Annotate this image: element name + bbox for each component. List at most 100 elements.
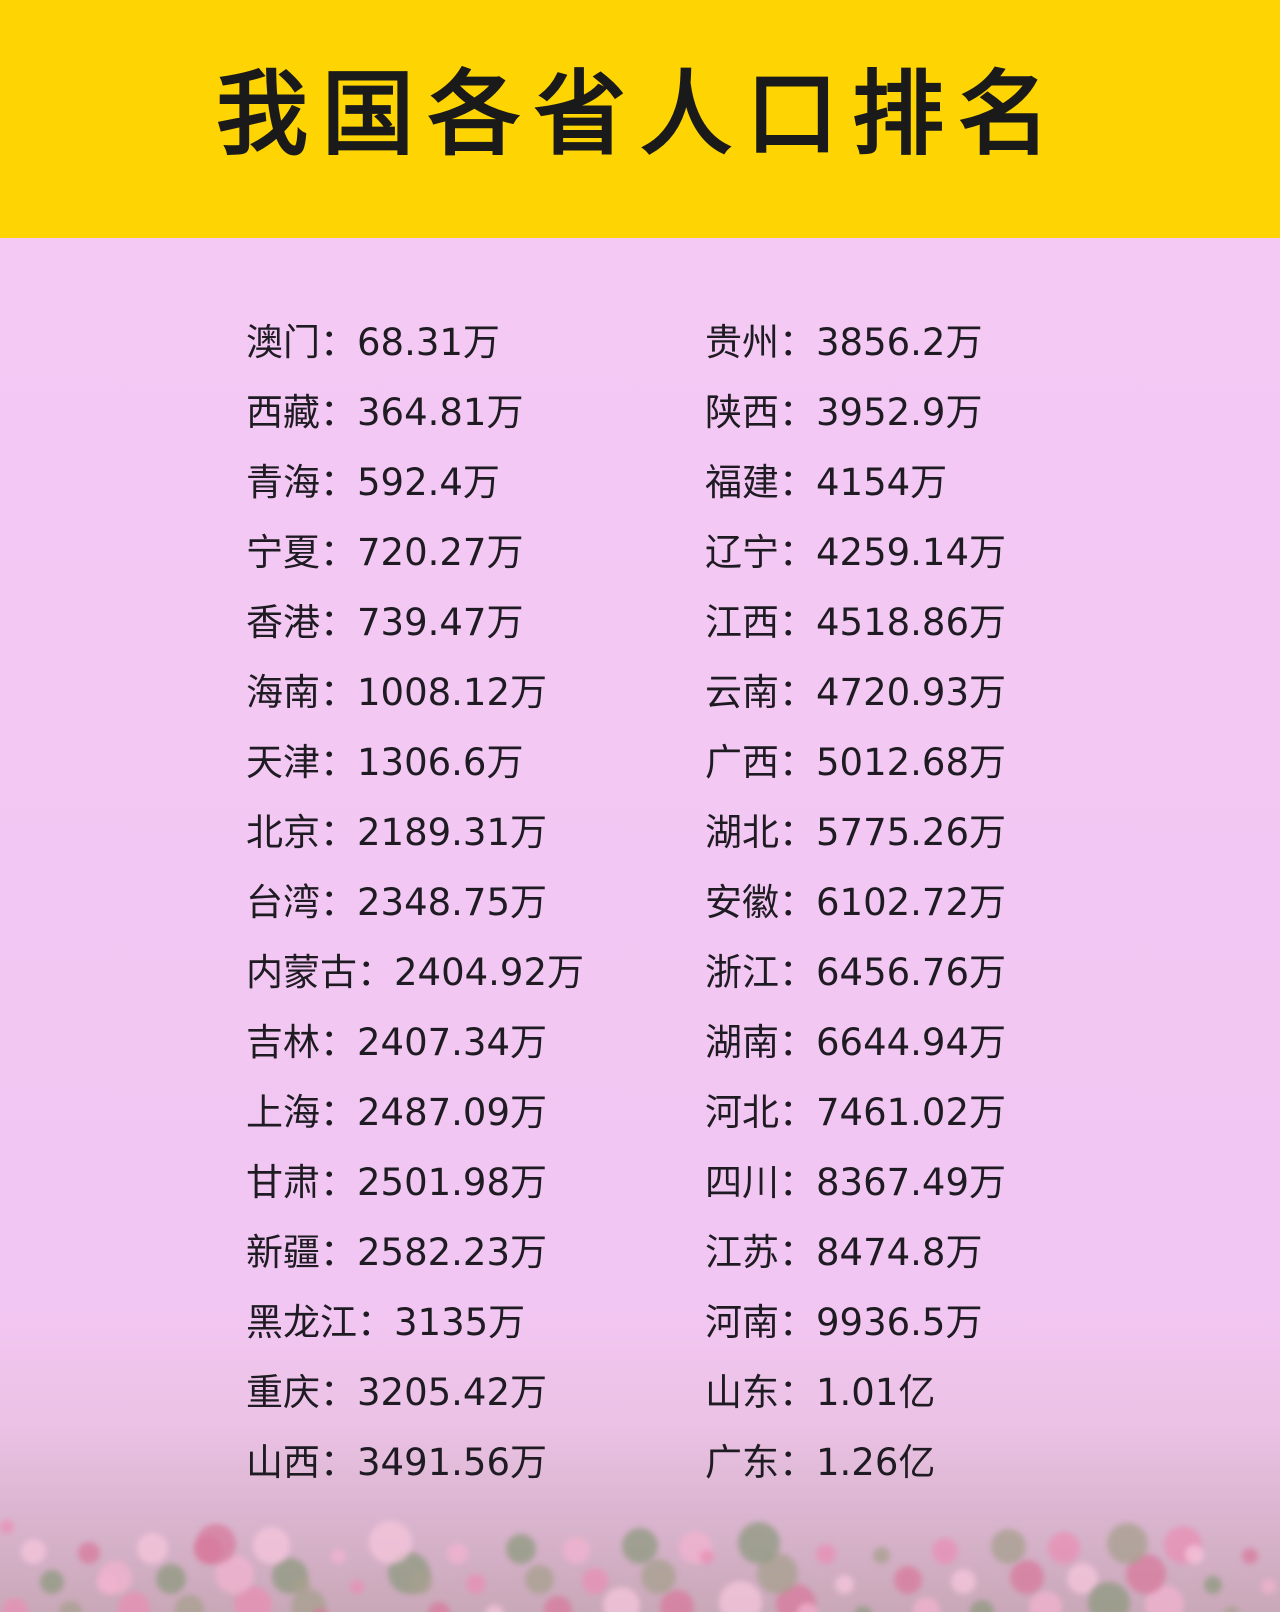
lotus-flower (466, 1574, 486, 1594)
lotus-flower (873, 1547, 890, 1564)
population-row: 四川：8367.49万 (705, 1158, 1006, 1228)
population-value: 720.27万 (357, 531, 524, 574)
lotus-flower (641, 1559, 676, 1594)
lotus-flower (525, 1565, 554, 1594)
separator: ： (320, 1021, 357, 1064)
lotus-flower (78, 1542, 100, 1564)
lotus-flower (40, 1570, 64, 1594)
population-row: 内蒙古：2404.92万 (246, 948, 584, 1018)
population-row: 甘肃：2501.98万 (246, 1158, 584, 1228)
lotus-flower (156, 1564, 186, 1594)
population-value: 4154万 (816, 461, 948, 504)
lotus-flower (816, 1544, 836, 1564)
population-row: 北京：2189.31万 (246, 808, 584, 878)
province-name: 天津 (246, 741, 320, 784)
population-value: 5012.68万 (816, 741, 1007, 784)
population-value: 3491.56万 (357, 1441, 548, 1484)
lotus-flower (137, 1533, 168, 1564)
separator: ： (320, 1161, 357, 1204)
lotus-flower (350, 1580, 364, 1594)
population-row: 贵州：3856.2万 (705, 318, 1006, 388)
lotus-flower (603, 1587, 640, 1612)
lotus-flower (991, 1529, 1026, 1564)
population-value: 6102.72万 (816, 881, 1007, 924)
population-row: 陕西：3952.9万 (705, 388, 1006, 458)
lotus-flower (447, 1543, 468, 1564)
province-name: 海南 (246, 671, 320, 714)
province-name: 云南 (705, 671, 779, 714)
lotus-flower (428, 1602, 450, 1612)
province-name: 甘肃 (246, 1161, 320, 1204)
province-name: 上海 (246, 1091, 320, 1134)
province-name: 香港 (246, 601, 320, 644)
lotus-flower (1223, 1607, 1240, 1612)
lotus-flower (932, 1538, 958, 1564)
population-row: 湖北：5775.26万 (705, 808, 1006, 878)
population-value: 5775.26万 (816, 811, 1007, 854)
separator: ： (779, 1091, 816, 1134)
population-value: 9936.5万 (816, 1301, 983, 1344)
separator: ： (779, 951, 816, 994)
lotus-flower (291, 1589, 326, 1612)
lotus-flower (700, 1550, 714, 1564)
separator: ： (357, 1301, 394, 1344)
separator: ： (320, 1231, 357, 1274)
separator: ： (779, 811, 816, 854)
separator: ： (779, 531, 816, 574)
population-value: 2348.75万 (357, 881, 548, 924)
lotus-flower (196, 1524, 236, 1564)
province-name: 吉林 (246, 1021, 320, 1064)
separator: ： (320, 671, 357, 714)
province-name: 四川 (705, 1161, 779, 1204)
province-name: 广东 (705, 1441, 779, 1484)
population-row: 台湾：2348.75万 (246, 878, 584, 948)
lotus-flower (409, 1571, 432, 1594)
population-value: 4259.14万 (816, 531, 1007, 574)
province-name: 湖北 (705, 811, 779, 854)
province-name: 新疆 (246, 1231, 320, 1274)
population-row: 吉林：2407.34万 (246, 1018, 584, 1088)
separator: ： (779, 1021, 816, 1064)
separator: ： (320, 1091, 357, 1134)
population-value: 364.81万 (357, 391, 524, 434)
population-value: 6456.76万 (816, 951, 1007, 994)
separator: ： (320, 601, 357, 644)
separator: ： (320, 881, 357, 924)
separator: ： (779, 1301, 816, 1344)
separator: ： (779, 671, 816, 714)
population-value: 6644.94万 (816, 1021, 1007, 1064)
province-name: 青海 (246, 461, 320, 504)
province-name: 河北 (705, 1091, 779, 1134)
population-row: 海南：1008.12万 (246, 668, 584, 738)
population-value: 4518.86万 (816, 601, 1007, 644)
separator: ： (779, 1371, 816, 1414)
separator: ： (320, 1371, 357, 1414)
lotus-flower (563, 1537, 590, 1564)
separator: ： (779, 1161, 816, 1204)
lotus-flower (1204, 1576, 1222, 1594)
lotus-flower (253, 1527, 290, 1564)
population-value: 4720.93万 (816, 671, 1007, 714)
separator: ： (320, 321, 357, 364)
lotus-flower (854, 1606, 872, 1612)
population-row: 宁夏：720.27万 (246, 528, 584, 598)
lotus-flower (21, 1539, 46, 1564)
lotus-flower (894, 1566, 922, 1594)
lotus-flower (506, 1534, 536, 1564)
lotus-flower (175, 1595, 204, 1612)
population-row: 青海：592.4万 (246, 458, 584, 528)
lotus-flower (835, 1575, 854, 1594)
lotus-flower (1185, 1545, 1204, 1564)
lotus-flower (1010, 1560, 1044, 1594)
population-row: 山西：3491.56万 (246, 1438, 584, 1508)
title-banner: 我国各省人口排名 (0, 0, 1280, 238)
separator: ： (779, 321, 816, 364)
population-row: 山东：1.01亿 (705, 1368, 1006, 1438)
population-row: 河北：7461.02万 (705, 1088, 1006, 1158)
province-name: 广西 (705, 741, 779, 784)
province-name: 山东 (705, 1371, 779, 1414)
province-name: 北京 (246, 811, 320, 854)
province-name: 江西 (705, 601, 779, 644)
population-value: 3952.9万 (816, 391, 983, 434)
population-value: 2582.23万 (357, 1231, 548, 1274)
